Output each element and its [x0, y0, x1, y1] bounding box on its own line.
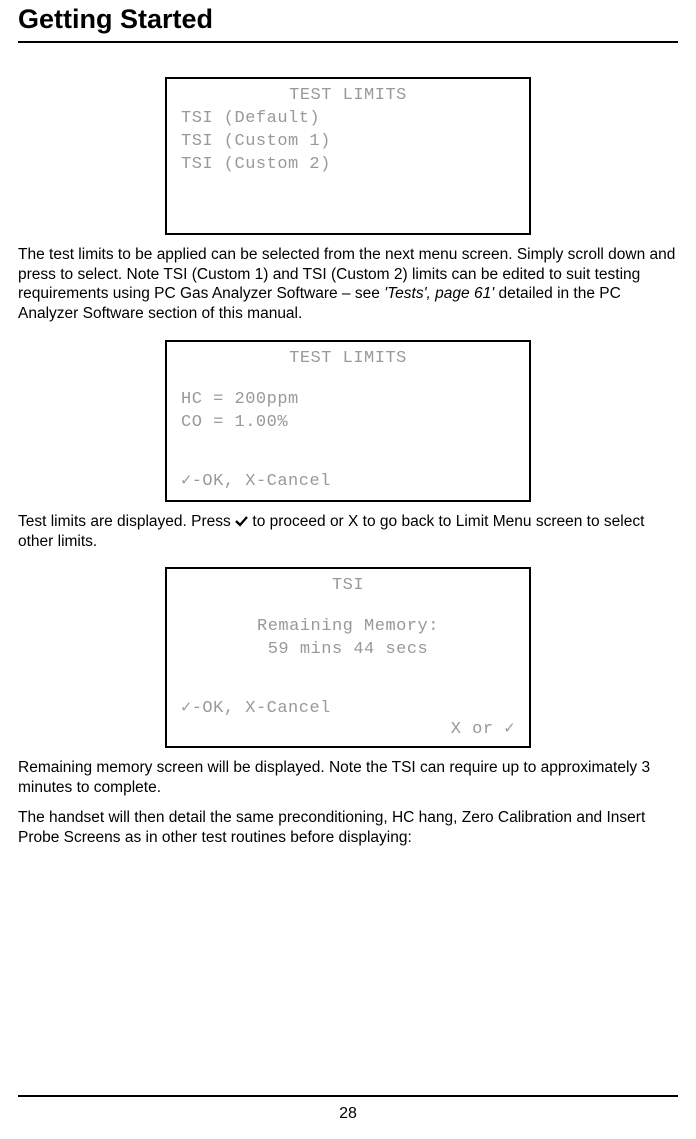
memory-value: 59 mins 44 secs	[181, 639, 515, 662]
value-hc: HC = 200ppm	[181, 389, 515, 412]
screen-title: TEST LIMITS	[181, 85, 515, 108]
screen-title: TEST LIMITS	[181, 348, 515, 371]
paragraph-4: The handset will then detail the same pr…	[18, 808, 678, 848]
paragraph-2-part-a: Test limits are displayed. Press	[18, 513, 235, 530]
corner-prompt-row: X or ✓	[181, 719, 515, 742]
heading-rule	[18, 41, 678, 43]
paragraph-3: Remaining memory screen will be displaye…	[18, 758, 678, 798]
ok-cancel-prompt: ✓-OK, X-Cancel	[181, 471, 515, 494]
spacer	[181, 598, 515, 616]
document-page: Getting Started TEST LIMITS TSI (Default…	[0, 0, 696, 1139]
footer-rule	[18, 1095, 678, 1097]
menu-item-default: TSI (Default)	[181, 108, 515, 131]
memory-label: Remaining Memory:	[181, 616, 515, 639]
paragraph-1: The test limits to be applied can be sel…	[18, 245, 678, 324]
spacer	[181, 662, 515, 680]
ok-cancel-prompt: ✓-OK, X-Cancel	[181, 698, 515, 721]
screen-title: TSI	[181, 575, 515, 598]
paragraph-1-italic: 'Tests', page 61'	[384, 285, 494, 302]
lcd-screen-tsi-memory: TSI Remaining Memory: 59 mins 44 secs ✓-…	[165, 567, 531, 748]
value-co: CO = 1.00%	[181, 412, 515, 435]
menu-item-custom2: TSI (Custom 2)	[181, 154, 515, 177]
page-heading: Getting Started	[18, 0, 678, 39]
spacer	[181, 371, 515, 389]
menu-item-custom1: TSI (Custom 1)	[181, 131, 515, 154]
spacer	[181, 680, 515, 698]
x-or-check-prompt: X or ✓	[451, 719, 515, 742]
checkmark-icon	[235, 516, 248, 527]
spacer	[181, 435, 515, 453]
lcd-screen-test-limits-values: TEST LIMITS HC = 200ppm CO = 1.00% ✓-OK,…	[165, 340, 531, 502]
page-number: 28	[0, 1105, 696, 1123]
spacer	[181, 453, 515, 471]
lcd-screen-test-limits-menu: TEST LIMITS TSI (Default) TSI (Custom 1)…	[165, 77, 531, 235]
paragraph-2: Test limits are displayed. Press to proc…	[18, 512, 678, 552]
